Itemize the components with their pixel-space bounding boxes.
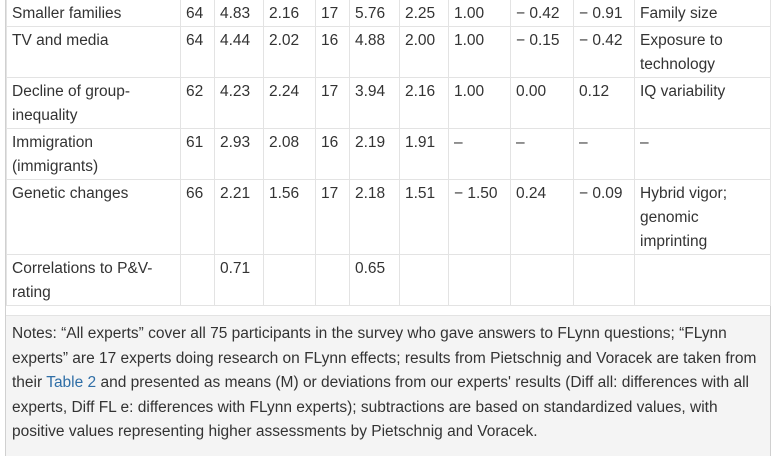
table-row: TV and media 64 4.44 2.02 16 4.88 2.00 1… [6, 26, 771, 78]
cell-value: 64 [180, 0, 215, 27]
cell-value: 5.76 [349, 0, 400, 27]
row-label: Correlations to P&V-rating [6, 254, 181, 306]
notes-text-continued: and presented as means (M) or deviations… [12, 374, 749, 440]
cell-value: 17 [315, 0, 350, 27]
cell-value [315, 254, 350, 306]
cell-value: 4.23 [214, 77, 264, 129]
cell-value: − 0.15 [510, 26, 574, 78]
table-row: Immigration (immigrants) 61 2.93 2.08 16… [6, 128, 771, 180]
table-row: Correlations to P&V-rating 0.71 0.65 [6, 254, 771, 306]
table-frame [5, 0, 771, 456]
cell-value: 0.65 [349, 254, 400, 306]
results-table: Smaller families 64 4.83 2.16 17 5.76 2.… [6, 0, 771, 306]
cell-text: – [634, 128, 771, 180]
table-2-link[interactable]: Table 2 [46, 374, 97, 391]
cell-value: 2.25 [399, 0, 449, 27]
row-label: Decline of group-inequality [6, 77, 181, 129]
cell-value: − 0.42 [573, 26, 635, 78]
cell-value: 2.24 [263, 77, 316, 129]
cell-value: 61 [180, 128, 215, 180]
cell-value: 2.16 [263, 0, 316, 27]
cell-value [180, 254, 215, 306]
table-row: Decline of group-inequality 62 4.23 2.24… [6, 77, 771, 129]
cell-text [634, 254, 771, 306]
row-label: Smaller families [6, 0, 181, 27]
cell-value: 4.88 [349, 26, 400, 78]
cell-value: – [510, 128, 574, 180]
cell-value: 17 [315, 77, 350, 129]
cell-value: 2.16 [399, 77, 449, 129]
row-label: Immigration (immigrants) [6, 128, 181, 180]
cell-value: 66 [180, 179, 215, 255]
cell-value: – [573, 128, 635, 180]
cell-text: Exposure to technology [634, 26, 771, 78]
row-label: Genetic changes [6, 179, 181, 255]
cell-value: 1.00 [448, 26, 511, 78]
cell-value: 17 [315, 179, 350, 255]
cell-value: 2.19 [349, 128, 400, 180]
cell-value [263, 254, 316, 306]
cell-value: 2.00 [399, 26, 449, 78]
cell-value: 0.24 [510, 179, 574, 255]
cell-value: 1.56 [263, 179, 316, 255]
cell-value: 3.94 [349, 77, 400, 129]
cell-value: − 0.42 [510, 0, 574, 27]
cell-value: – [448, 128, 511, 180]
cell-text: IQ variability [634, 77, 771, 129]
cell-value: 64 [180, 26, 215, 78]
cell-value [510, 254, 574, 306]
cell-value: 2.08 [263, 128, 316, 180]
cell-value: 1.00 [448, 77, 511, 129]
cell-value [448, 254, 511, 306]
cell-value: 4.83 [214, 0, 264, 27]
cell-value: 0.71 [214, 254, 264, 306]
notes-text: Notes: “All experts” cover all 75 partic… [12, 325, 757, 391]
table-row: Smaller families 64 4.83 2.16 17 5.76 2.… [6, 0, 771, 27]
cell-value: 1.91 [399, 128, 449, 180]
cell-value: 1.51 [399, 179, 449, 255]
cell-value: 4.44 [214, 26, 264, 78]
cell-value: − 1.50 [448, 179, 511, 255]
cell-value: − 0.09 [573, 179, 635, 255]
cell-value: 0.00 [510, 77, 574, 129]
cell-value: − 0.91 [573, 0, 635, 27]
cell-value: 62 [180, 77, 215, 129]
cell-value: 0.12 [573, 77, 635, 129]
cell-value: 2.21 [214, 179, 264, 255]
cell-value: 2.18 [349, 179, 400, 255]
table-notes: Notes: “All experts” cover all 75 partic… [6, 315, 770, 456]
cell-value: 1.00 [448, 0, 511, 27]
cell-value: 2.02 [263, 26, 316, 78]
row-label: TV and media [6, 26, 181, 78]
cell-value: 2.93 [214, 128, 264, 180]
cell-value [573, 254, 635, 306]
cell-value: 16 [315, 26, 350, 78]
cell-text: Family size [634, 0, 771, 27]
table-row: Genetic changes 66 2.21 1.56 17 2.18 1.5… [6, 179, 771, 255]
cell-text: Hybrid vigor; genomic imprinting [634, 179, 771, 255]
cell-value: 16 [315, 128, 350, 180]
cell-value [399, 254, 449, 306]
